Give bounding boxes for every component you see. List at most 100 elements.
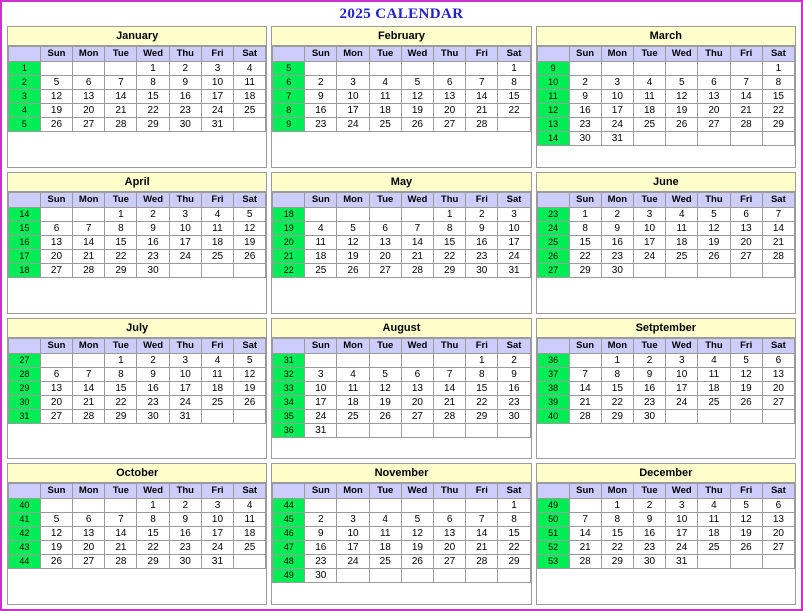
day-cell[interactable]: 20: [761, 526, 796, 542]
day-cell[interactable]: 11: [233, 512, 267, 528]
day-cell[interactable]: 12: [39, 526, 74, 542]
day-cell[interactable]: 5: [368, 366, 402, 382]
day-cell[interactable]: 28: [72, 408, 106, 424]
day-cell[interactable]: 2: [632, 498, 667, 514]
day-cell[interactable]: 14: [72, 234, 106, 250]
day-cell[interactable]: 20: [433, 103, 467, 118]
day-cell[interactable]: 20: [72, 540, 106, 556]
day-cell[interactable]: 22: [761, 103, 796, 118]
day-cell[interactable]: 21: [568, 540, 602, 556]
day-cell[interactable]: 23: [568, 117, 602, 132]
day-cell[interactable]: 17: [304, 394, 338, 410]
day-cell[interactable]: 17: [336, 540, 370, 556]
day-cell[interactable]: 19: [39, 103, 74, 118]
day-cell[interactable]: 21: [72, 394, 106, 410]
day-cell[interactable]: 28: [433, 408, 467, 424]
day-cell[interactable]: 29: [600, 554, 634, 570]
day-cell[interactable]: 13: [39, 380, 74, 396]
day-cell[interactable]: 19: [665, 103, 699, 118]
day-cell[interactable]: 17: [665, 526, 699, 542]
day-cell[interactable]: 20: [697, 103, 731, 118]
day-cell[interactable]: 25: [632, 117, 667, 132]
day-cell[interactable]: 29: [600, 408, 634, 424]
day-cell[interactable]: 21: [729, 103, 763, 118]
day-cell[interactable]: 22: [104, 394, 138, 410]
day-cell[interactable]: 29: [465, 408, 499, 424]
day-cell[interactable]: 19: [729, 526, 763, 542]
day-cell[interactable]: 2: [168, 61, 202, 76]
day-cell[interactable]: 4: [304, 220, 338, 236]
day-cell[interactable]: 22: [568, 248, 602, 264]
day-cell[interactable]: 9: [136, 220, 170, 236]
day-cell[interactable]: 14: [104, 89, 138, 104]
day-cell[interactable]: 13: [72, 526, 106, 542]
day-cell[interactable]: 20: [729, 234, 763, 250]
day-cell[interactable]: 17: [200, 526, 235, 542]
day-cell[interactable]: 14: [433, 380, 467, 396]
day-cell[interactable]: 18: [304, 248, 338, 264]
day-cell[interactable]: 24: [200, 103, 235, 118]
day-cell[interactable]: 15: [600, 380, 634, 396]
day-cell[interactable]: 11: [697, 366, 731, 382]
day-cell[interactable]: 14: [72, 380, 106, 396]
day-cell[interactable]: 12: [336, 234, 370, 250]
day-cell[interactable]: 30: [304, 568, 338, 584]
day-cell[interactable]: 25: [200, 248, 235, 264]
day-cell[interactable]: 23: [136, 248, 170, 264]
day-cell[interactable]: 16: [465, 234, 499, 250]
day-cell[interactable]: 8: [568, 220, 602, 236]
day-cell[interactable]: 30: [632, 554, 667, 570]
day-cell[interactable]: 28: [400, 262, 435, 278]
day-cell[interactable]: 11: [200, 366, 235, 382]
day-cell[interactable]: 16: [632, 526, 667, 542]
day-cell[interactable]: 29: [568, 262, 602, 278]
day-cell[interactable]: 28: [465, 554, 499, 570]
day-cell[interactable]: 10: [497, 220, 531, 236]
day-cell[interactable]: 8: [465, 366, 499, 382]
day-cell[interactable]: 3: [632, 206, 667, 222]
day-cell[interactable]: 7: [72, 220, 106, 236]
day-cell[interactable]: 20: [368, 248, 402, 264]
day-cell[interactable]: 12: [233, 220, 267, 236]
day-cell[interactable]: 18: [368, 103, 402, 118]
day-cell[interactable]: 20: [72, 103, 106, 118]
day-cell[interactable]: 20: [761, 380, 796, 396]
day-cell[interactable]: 8: [104, 366, 138, 382]
day-cell[interactable]: 26: [39, 117, 74, 132]
day-cell[interactable]: 9: [497, 366, 531, 382]
day-cell[interactable]: 11: [665, 220, 699, 236]
day-cell[interactable]: 18: [233, 89, 267, 104]
day-cell[interactable]: 11: [368, 89, 402, 104]
day-cell[interactable]: 24: [200, 540, 235, 556]
day-cell[interactable]: 30: [168, 117, 202, 132]
day-cell[interactable]: 21: [761, 234, 796, 250]
day-cell[interactable]: 27: [72, 117, 106, 132]
day-cell[interactable]: 18: [233, 526, 267, 542]
day-cell[interactable]: 7: [568, 366, 602, 382]
day-cell[interactable]: 6: [433, 512, 467, 528]
day-cell[interactable]: 16: [168, 89, 202, 104]
day-cell[interactable]: 16: [568, 103, 602, 118]
day-cell[interactable]: 15: [568, 234, 602, 250]
day-cell[interactable]: 19: [39, 540, 74, 556]
day-cell[interactable]: 7: [729, 75, 763, 90]
day-cell[interactable]: 17: [200, 89, 235, 104]
day-cell[interactable]: 12: [729, 512, 763, 528]
day-cell[interactable]: 30: [600, 262, 634, 278]
day-cell[interactable]: 6: [729, 206, 763, 222]
day-cell[interactable]: 8: [104, 220, 138, 236]
day-cell[interactable]: 11: [336, 380, 370, 396]
day-cell[interactable]: 29: [136, 554, 170, 570]
day-cell[interactable]: 5: [729, 352, 763, 368]
day-cell[interactable]: 7: [400, 220, 435, 236]
day-cell[interactable]: 27: [761, 540, 796, 556]
day-cell[interactable]: 14: [729, 89, 763, 104]
day-cell[interactable]: 15: [497, 526, 531, 542]
day-cell[interactable]: 12: [39, 89, 74, 104]
day-cell[interactable]: 9: [632, 366, 667, 382]
day-cell[interactable]: 13: [761, 512, 796, 528]
day-cell[interactable]: 6: [433, 75, 467, 90]
day-cell[interactable]: 25: [368, 554, 402, 570]
day-cell[interactable]: 24: [665, 394, 699, 410]
day-cell[interactable]: 13: [72, 89, 106, 104]
